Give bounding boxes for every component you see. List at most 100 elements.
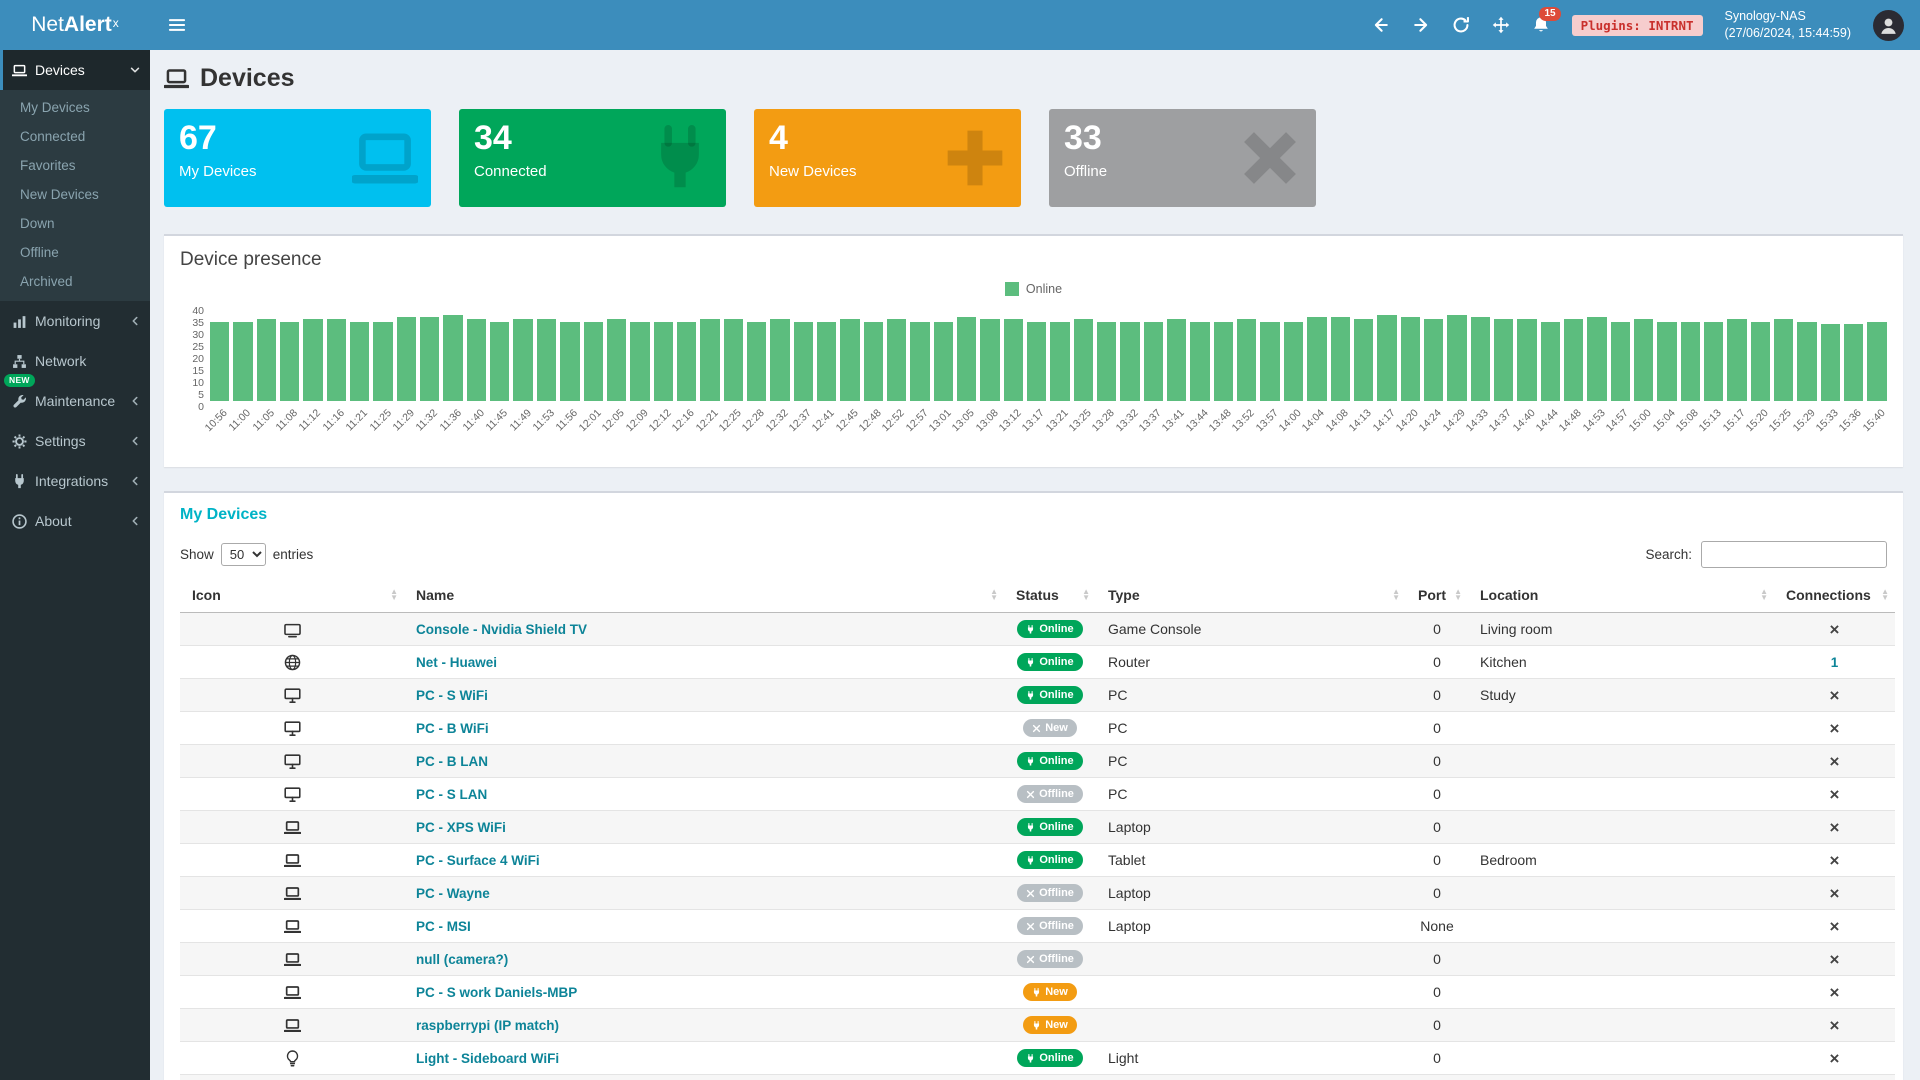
column-header-name[interactable]: Name ▲ ▼ — [404, 578, 1004, 613]
chart-bar — [1050, 321, 1070, 401]
column-header-type[interactable]: Type ▲ ▼ — [1096, 578, 1406, 613]
x-axis-label: 15:29 — [1790, 407, 1818, 435]
sidebar-item-integrations[interactable]: Integrations — [0, 461, 150, 501]
stat-card-offline[interactable]: 33 Offline — [1049, 109, 1316, 207]
sidebar-toggle-icon[interactable] — [168, 16, 186, 34]
sidebar-subitem-down[interactable]: Down — [20, 216, 55, 231]
column-header-icon[interactable]: Icon ▲ ▼ — [180, 578, 404, 613]
device-name-link[interactable]: Light - Sideboard WiFi — [416, 1051, 560, 1066]
device-type: Tablet — [1096, 843, 1406, 877]
x-axis-label: 14:57 — [1603, 407, 1631, 435]
stat-label: New Devices — [769, 163, 857, 181]
page-title: Devices — [164, 64, 1903, 93]
sidebar-item-settings[interactable]: Settings — [0, 421, 150, 461]
device-location — [1468, 1008, 1774, 1042]
status-badge: Online — [1017, 686, 1083, 704]
x-axis-label: 15:20 — [1743, 407, 1771, 435]
device-name-link[interactable]: PC - S work Daniels-MBP — [416, 985, 578, 1000]
x-axis-label: 13:08 — [973, 407, 1001, 435]
app-logo[interactable]: Net Alert x — [0, 0, 150, 50]
x-axis-label: 15:00 — [1626, 407, 1655, 435]
x-axis-label: 13:17 — [1020, 407, 1048, 435]
device-name-link[interactable]: PC - S WiFi — [416, 688, 488, 703]
x-axis-label: 12:28 — [739, 407, 768, 435]
chart-bar — [840, 319, 860, 401]
device-row: PC - Surface 4 WiFi Online Tablet 0 Bedroom × — [180, 843, 1895, 877]
sidebar-item-maintenance[interactable]: NEW Maintenance — [0, 374, 150, 421]
device-type: PC — [1096, 777, 1406, 811]
device-name-link[interactable]: Net - Huawei — [416, 655, 498, 670]
device-row: PC - S WiFi Online PC 0 Study × — [180, 678, 1895, 712]
stat-cards: 67 My Devices 34 Connected 4 New Devices… — [164, 109, 1903, 207]
status-label: Offline — [1039, 953, 1074, 965]
x-axis-label: 15:40 — [1860, 407, 1888, 435]
chart-bar — [560, 321, 580, 401]
device-location — [1468, 1041, 1774, 1075]
device-name-link[interactable]: null (camera?) — [416, 952, 509, 967]
refresh-icon[interactable] — [1452, 16, 1470, 34]
device-name-link[interactable]: PC - XPS WiFi — [416, 820, 506, 835]
plug-icon — [1026, 855, 1035, 865]
sidebar-subitem-archived[interactable]: Archived — [20, 274, 73, 289]
move-arrows-icon[interactable] — [1492, 16, 1510, 34]
plug-icon — [1026, 624, 1035, 634]
forward-arrow-icon[interactable] — [1412, 16, 1430, 34]
sort-icon: ▲ ▼ — [1454, 587, 1462, 602]
device-type: PC — [1096, 678, 1406, 712]
back-arrow-icon[interactable] — [1372, 16, 1390, 34]
chart-bar — [1493, 319, 1514, 401]
device-name-link[interactable]: Console - Nvidia Shield TV — [416, 622, 588, 637]
sidebar-subitem-my-devices[interactable]: My Devices — [20, 100, 90, 115]
status-badge: Online — [1017, 653, 1083, 671]
page-size-select[interactable]: 50 — [220, 543, 266, 566]
x-axis-label: 13:01 — [926, 407, 954, 435]
stat-card-my-devices[interactable]: 67 My Devices — [164, 109, 431, 207]
sidebar-subitem-new-devices[interactable]: New Devices — [20, 187, 99, 202]
x-axis-label: 14:48 — [1556, 407, 1585, 435]
device-type: PC — [1096, 744, 1406, 778]
column-header-connections[interactable]: Connections ▲ ▼ — [1774, 578, 1895, 613]
desktop-icon — [283, 687, 301, 704]
status-label: Online — [1039, 689, 1074, 701]
x-axis-label: 13:37 — [1136, 407, 1164, 435]
device-name-link[interactable]: PC - B LAN — [416, 754, 488, 769]
column-header-status[interactable]: Status ▲ ▼ — [1004, 578, 1096, 613]
plugins-status-badge[interactable]: Plugins: INTRNT — [1571, 14, 1703, 36]
laptop-icon — [352, 125, 418, 191]
stat-card-new-devices[interactable]: 4 New Devices — [754, 109, 1021, 207]
device-name-link[interactable]: PC - MSI — [416, 919, 471, 934]
column-header-location[interactable]: Location ▲ ▼ — [1468, 578, 1774, 613]
device-type: PC — [1096, 711, 1406, 745]
stat-card-connected[interactable]: 34 Connected — [459, 109, 726, 207]
column-header-port[interactable]: Port ▲ ▼ — [1406, 578, 1468, 613]
sidebar-item-network[interactable]: Network — [0, 341, 150, 381]
sidebar-subitem-connected[interactable]: Connected — [20, 129, 86, 144]
chart-bar — [420, 317, 440, 401]
device-name-link[interactable]: PC - Wayne — [416, 886, 490, 901]
device-port: 0 — [1406, 876, 1468, 910]
device-name-link[interactable]: PC - S LAN — [416, 787, 488, 802]
connections-count-link[interactable]: 1 — [1830, 655, 1839, 670]
sidebar-subitem-favorites[interactable]: Favorites — [20, 158, 76, 173]
device-name-link[interactable]: raspberrypi (IP match) — [416, 1018, 560, 1033]
user-avatar[interactable] — [1873, 9, 1904, 41]
search-input[interactable] — [1701, 541, 1887, 568]
device-row: PC - XPS WiFi Online Laptop 0 × — [180, 810, 1895, 844]
desktop-icon — [283, 786, 301, 803]
laptop-icon — [283, 852, 301, 869]
sidebar-subitem-offline[interactable]: Offline — [20, 245, 59, 260]
device-name-link[interactable]: PC - Surface 4 WiFi — [416, 853, 540, 868]
sidebar-item-devices[interactable]: Devices — [0, 50, 150, 90]
device-port: 0 — [1406, 777, 1468, 811]
sidebar-item-about[interactable]: About — [0, 501, 150, 541]
chart-bar — [886, 319, 907, 401]
sidebar-item-label: Settings — [35, 433, 86, 449]
stat-value: 33 — [1064, 119, 1102, 157]
chart-bar — [700, 319, 720, 401]
x-axis-label: 13:41 — [1160, 407, 1188, 435]
chart-bar — [1190, 321, 1210, 401]
stat-label: Offline — [1064, 163, 1108, 181]
notifications-bell-icon[interactable]: 15 — [1532, 7, 1561, 34]
sidebar-item-monitoring[interactable]: Monitoring — [0, 301, 150, 341]
device-name-link[interactable]: PC - B WiFi — [416, 721, 489, 736]
